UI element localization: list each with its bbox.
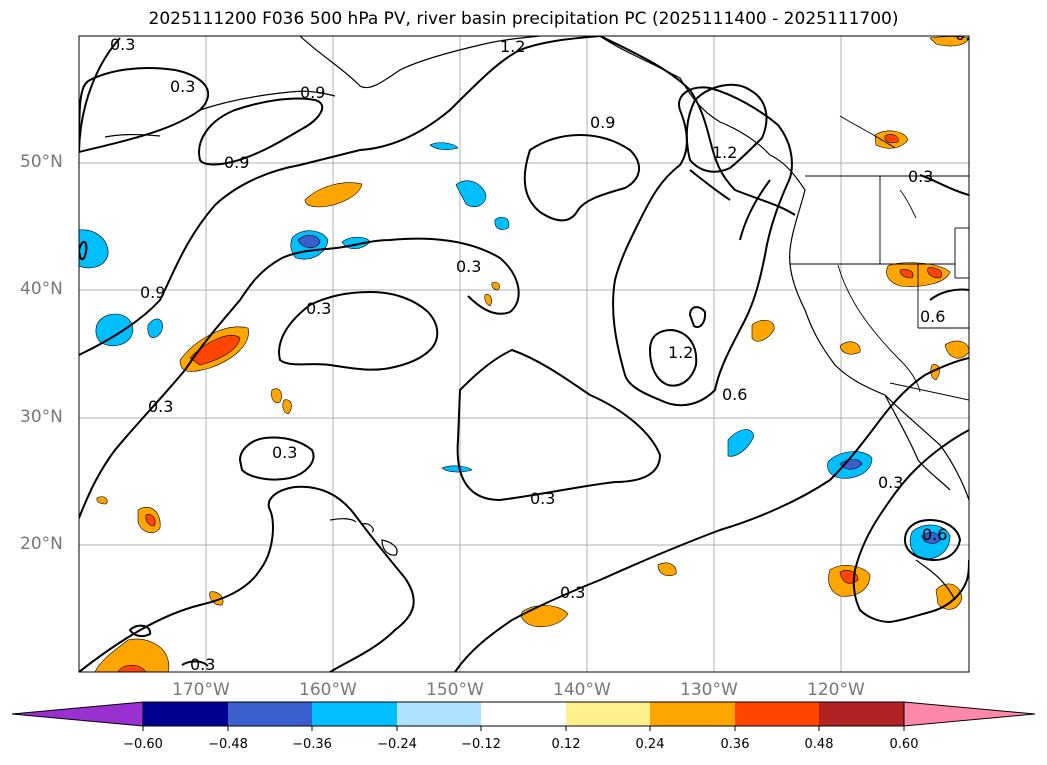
precip-blob <box>94 638 170 672</box>
colorbar-swatch <box>228 702 312 726</box>
precip-blob <box>96 496 108 505</box>
precip-blob <box>441 465 473 473</box>
colorbar-swatch <box>819 702 904 726</box>
colorbar-tick-label: −0.12 <box>461 737 501 752</box>
lon-label: 160°W <box>299 680 357 700</box>
colorbar-swatch <box>735 702 819 726</box>
contour-label: 1.2 <box>500 37 525 56</box>
colorbar-tick-label: −0.36 <box>292 737 332 752</box>
colorbar-tick-label: 0.36 <box>720 737 750 752</box>
pv-contours <box>79 36 969 672</box>
precip-blob <box>899 269 914 279</box>
colorbar-tick-label: 0.48 <box>804 737 834 752</box>
contour-label: 1.2 <box>668 343 693 362</box>
colorbar-tick-label: 0.60 <box>889 737 919 752</box>
colorbar-extend-low <box>11 701 144 727</box>
precip-blob <box>944 340 969 359</box>
gridlines <box>79 36 969 672</box>
contour-label: 0.3 <box>955 25 980 44</box>
colorbar-swatch <box>143 702 228 726</box>
lat-label: 50°N <box>20 152 63 172</box>
colorbar-tick-label: −0.60 <box>123 737 163 752</box>
contour-label: 0.3 <box>878 473 903 492</box>
precip-blob <box>95 313 134 346</box>
colorbar-tick-label: −0.48 <box>208 737 248 752</box>
precip-blob <box>927 267 943 279</box>
precip-blob <box>271 388 282 403</box>
precip-blob <box>727 429 755 457</box>
colorbar-swatch <box>650 702 735 726</box>
contour-label: 0.9 <box>224 153 249 172</box>
precip-shading <box>79 36 969 672</box>
precip-blob <box>657 562 677 576</box>
colorbar-tick-label: 0.24 <box>635 737 665 752</box>
contour-label: 0.3 <box>148 397 173 416</box>
contour-label: 0.6 <box>922 525 947 544</box>
contour-label: 0.3 <box>272 443 297 462</box>
precip-blob <box>147 318 163 338</box>
precip-blob <box>189 335 241 366</box>
precip-blob <box>491 281 500 291</box>
precip-blob <box>884 134 899 144</box>
precip-blob <box>79 229 109 269</box>
contour-label: 0.3 <box>456 257 481 276</box>
contour-labels: 0.3 0.3 0.9 1.2 0.9 0.9 1.2 0.3 0.9 0.3 … <box>110 25 980 674</box>
contour-label: 0.9 <box>140 283 165 302</box>
precip-blob <box>429 142 459 150</box>
contour-label: 0.3 <box>908 167 933 186</box>
contour-label: 0.3 <box>110 35 135 54</box>
lon-label: 170°W <box>172 680 230 700</box>
precip-blob <box>145 514 156 527</box>
lat-label: 30°N <box>20 407 63 427</box>
lat-label: 20°N <box>20 534 63 554</box>
contour-label: 0.3 <box>560 583 585 602</box>
colorbar-tick-label: 0.12 <box>551 737 581 752</box>
precip-blob <box>839 341 861 355</box>
lon-label: 120°W <box>807 680 865 700</box>
colorbar-swatch <box>397 702 481 726</box>
contour-label: 0.3 <box>190 655 215 674</box>
colorbar-swatch <box>312 702 397 726</box>
precip-blob <box>751 320 775 342</box>
lon-label: 140°W <box>553 680 611 700</box>
contour-label: 1.2 <box>712 143 737 162</box>
colorbar-swatch <box>566 702 650 726</box>
colorbar-tick-label: −0.24 <box>377 737 417 752</box>
map-frame <box>78 35 970 673</box>
contour-label: 0.3 <box>530 489 555 508</box>
precip-blob <box>282 399 292 415</box>
precip-blob <box>921 532 941 544</box>
colorbar-swatch <box>481 702 566 726</box>
precip-blob <box>935 583 963 610</box>
colorbar-extend-high <box>903 701 1036 727</box>
colorbar <box>11 701 1036 731</box>
lat-label: 40°N <box>20 279 63 299</box>
contour-label: 0.9 <box>300 83 325 102</box>
precip-blob <box>494 216 510 230</box>
map-title: 2025111200 F036 500 hPa PV, river basin … <box>148 9 899 29</box>
contour-label: 0.3 <box>306 299 331 318</box>
lon-label: 130°W <box>680 680 738 700</box>
contour-label: 0.6 <box>722 385 747 404</box>
contour-label: 0.3 <box>170 77 195 96</box>
contour-label: 0.6 <box>920 307 945 326</box>
contour-label: 0.9 <box>590 113 615 132</box>
precip-blob <box>455 180 487 207</box>
precip-blob <box>297 235 321 249</box>
precip-blob <box>304 182 363 208</box>
precip-blob <box>520 605 569 627</box>
precip-blob <box>484 294 492 307</box>
lon-label: 150°W <box>426 680 484 700</box>
